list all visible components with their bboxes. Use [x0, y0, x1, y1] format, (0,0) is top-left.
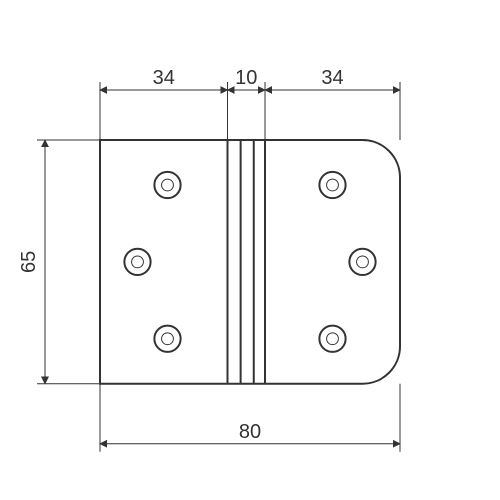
right-leaf [265, 140, 400, 384]
left-leaf [100, 140, 228, 384]
hinge-technical-drawing: 34 10 34 80 65 [0, 0, 500, 500]
screw-hole [349, 249, 375, 275]
screw-hole-inner [327, 333, 339, 345]
screw-hole [154, 326, 180, 352]
dim-label: 65 [18, 251, 40, 273]
screw-hole [154, 172, 180, 198]
screw-hole-inner [162, 333, 174, 345]
dim-label: 34 [153, 67, 175, 89]
dim-label: 80 [239, 421, 261, 443]
screw-hole-inner [162, 179, 174, 191]
dim-label: 34 [321, 67, 343, 89]
screw-hole-inner [132, 256, 144, 268]
screw-hole-inner [357, 256, 369, 268]
dim-label: 10 [235, 67, 257, 89]
screw-hole [319, 326, 345, 352]
screw-hole [319, 172, 345, 198]
screw-hole [124, 249, 150, 275]
screw-hole-inner [327, 179, 339, 191]
